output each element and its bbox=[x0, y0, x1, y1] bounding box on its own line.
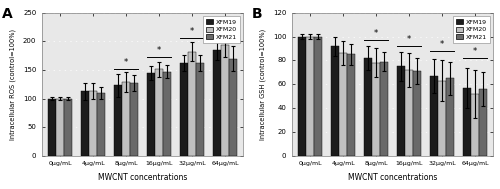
Text: B: B bbox=[252, 7, 262, 21]
Bar bbox=[147, 73, 155, 156]
Bar bbox=[306, 36, 314, 156]
Text: *: * bbox=[407, 35, 412, 44]
Bar bbox=[314, 36, 322, 156]
Bar bbox=[298, 36, 306, 156]
Text: *: * bbox=[440, 40, 444, 49]
Text: A: A bbox=[2, 7, 13, 21]
Bar bbox=[446, 78, 454, 156]
Bar bbox=[122, 82, 130, 156]
Bar bbox=[413, 71, 421, 156]
X-axis label: MWCNT concentrations: MWCNT concentrations bbox=[98, 173, 188, 182]
Bar bbox=[479, 89, 487, 156]
Bar bbox=[155, 69, 163, 156]
Bar bbox=[438, 81, 446, 156]
Bar bbox=[405, 70, 413, 156]
Bar bbox=[48, 99, 56, 156]
Bar bbox=[347, 54, 355, 156]
X-axis label: MWCNT concentrations: MWCNT concentrations bbox=[348, 173, 438, 182]
Bar bbox=[430, 76, 438, 156]
Bar bbox=[229, 59, 237, 156]
Text: *: * bbox=[157, 46, 162, 55]
Bar bbox=[114, 85, 122, 156]
Legend: XFM19, XFM20, XFM21: XFM19, XFM20, XFM21 bbox=[453, 16, 490, 43]
Text: *: * bbox=[190, 27, 194, 36]
Bar bbox=[471, 94, 479, 156]
Bar bbox=[380, 62, 388, 156]
Text: *: * bbox=[223, 18, 228, 27]
Bar bbox=[56, 99, 64, 156]
Bar bbox=[221, 45, 229, 156]
Bar bbox=[464, 88, 471, 156]
Bar bbox=[64, 99, 72, 156]
Bar bbox=[81, 91, 89, 156]
Bar bbox=[214, 50, 221, 156]
Bar bbox=[163, 72, 171, 156]
Bar bbox=[188, 52, 196, 156]
Bar bbox=[331, 46, 339, 156]
Bar bbox=[180, 63, 188, 156]
Text: *: * bbox=[374, 29, 378, 38]
Bar bbox=[97, 93, 105, 156]
Bar bbox=[89, 91, 97, 156]
Text: *: * bbox=[124, 58, 128, 67]
Bar bbox=[130, 83, 138, 156]
Y-axis label: Intracellular GSH (control=100%): Intracellular GSH (control=100%) bbox=[260, 29, 266, 140]
Text: *: * bbox=[473, 47, 478, 56]
Bar bbox=[196, 63, 204, 156]
Bar bbox=[397, 66, 405, 156]
Bar bbox=[339, 53, 347, 156]
Bar bbox=[364, 58, 372, 156]
Bar bbox=[372, 63, 380, 156]
Legend: XFM19, XFM20, XFM21: XFM19, XFM20, XFM21 bbox=[203, 16, 240, 43]
Y-axis label: Intracellular ROS (control=100%): Intracellular ROS (control=100%) bbox=[10, 29, 16, 140]
